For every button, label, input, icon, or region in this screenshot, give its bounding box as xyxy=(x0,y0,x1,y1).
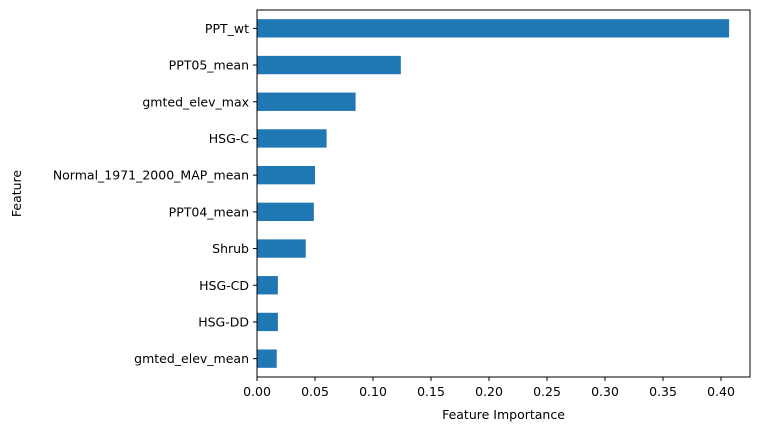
bar-gmted-elev-max xyxy=(257,92,356,111)
bar-ppt05-mean xyxy=(257,55,401,75)
x-tick-label: 0.15 xyxy=(417,384,445,399)
ticks-layer: PPT_wt PPT05_mean gmted_elev_max HSG-C Norma… xyxy=(53,21,735,399)
bar-ppt-wt xyxy=(257,19,730,38)
bar-hsg-dd xyxy=(257,312,278,332)
x-tick-label: 0.30 xyxy=(591,384,619,399)
y-tick-label: HSG-CD xyxy=(199,278,249,293)
bar-shrub xyxy=(257,239,306,258)
y-tick-label: PPT04_mean xyxy=(169,204,249,219)
bar-hsg-cd xyxy=(257,276,278,295)
y-tick-label: PPT05_mean xyxy=(169,58,249,73)
bar-gmted-elev-mean xyxy=(257,349,277,368)
x-tick-label: 0.20 xyxy=(475,384,503,399)
plot-frame xyxy=(256,9,751,378)
bar-ppt04-mean xyxy=(257,202,314,222)
x-tick-label: 0.25 xyxy=(533,384,561,399)
y-tick-label: gmted_elev_mean xyxy=(134,351,249,366)
x-tick-label: 0.05 xyxy=(301,384,329,399)
x-tick-label: 0.00 xyxy=(243,384,271,399)
y-tick-label: gmted_elev_max xyxy=(142,94,249,109)
x-tick-label: 0.35 xyxy=(649,384,677,399)
bars-layer xyxy=(257,19,730,368)
x-axis-title: Feature Importance xyxy=(442,407,565,422)
y-tick-label: Shrub xyxy=(212,241,249,256)
bar-normal-1971-2000-map-mean xyxy=(257,165,315,185)
x-tick-label: 0.40 xyxy=(707,384,735,399)
y-tick-label: Normal_1971_2000_MAP_mean xyxy=(53,168,249,183)
y-tick-label: HSG-C xyxy=(209,131,250,146)
y-axis-title: Feature xyxy=(9,170,24,218)
y-tick-label: HSG-DD xyxy=(198,314,249,329)
bar-hsg-c xyxy=(257,129,327,148)
y-tick-label: PPT_wt xyxy=(205,21,249,36)
x-tick-label: 0.10 xyxy=(359,384,387,399)
